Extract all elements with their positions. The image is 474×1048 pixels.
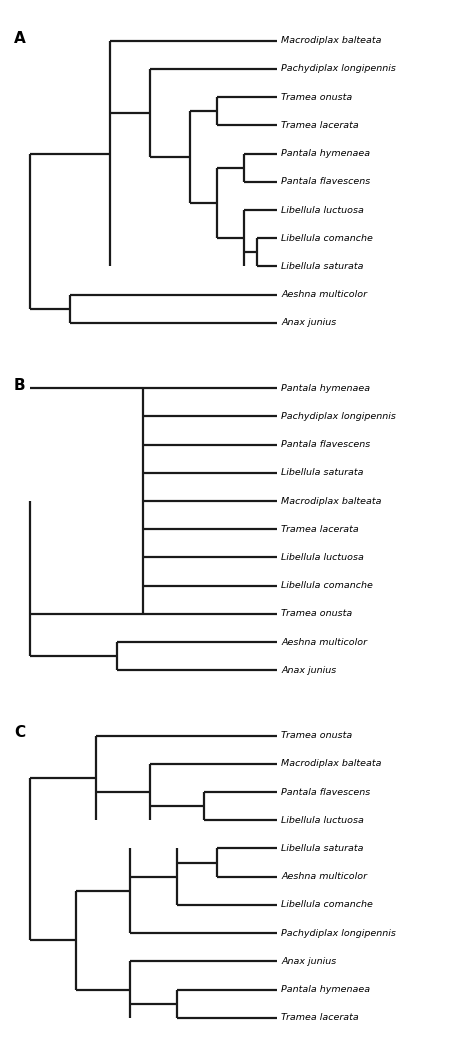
Text: Pantala hymenaea: Pantala hymenaea [281, 985, 370, 995]
Text: Libellula comanche: Libellula comanche [281, 234, 373, 243]
Text: Tramea onusta: Tramea onusta [281, 732, 352, 740]
Text: Pantala flavescens: Pantala flavescens [281, 440, 370, 450]
Text: Libellula saturata: Libellula saturata [281, 262, 364, 271]
Text: Libellula comanche: Libellula comanche [281, 900, 373, 910]
Text: Libellula saturata: Libellula saturata [281, 844, 364, 853]
Text: Tramea lacerata: Tramea lacerata [281, 121, 359, 130]
Text: Pantala hymenaea: Pantala hymenaea [281, 384, 370, 393]
Text: Libellula luctuosa: Libellula luctuosa [281, 205, 364, 215]
Text: Libellula comanche: Libellula comanche [281, 582, 373, 590]
Text: Anax junius: Anax junius [281, 957, 337, 966]
Text: Anax junius: Anax junius [281, 319, 337, 327]
Text: Pantala flavescens: Pantala flavescens [281, 787, 370, 796]
Text: Tramea lacerata: Tramea lacerata [281, 525, 359, 533]
Text: Pantala flavescens: Pantala flavescens [281, 177, 370, 187]
Text: Macrodiplax balteata: Macrodiplax balteata [281, 497, 382, 505]
Text: Libellula luctuosa: Libellula luctuosa [281, 815, 364, 825]
Text: Aeshna multicolor: Aeshna multicolor [281, 637, 367, 647]
Text: Tramea onusta: Tramea onusta [281, 609, 352, 618]
Text: C: C [14, 725, 25, 741]
Text: Tramea lacerata: Tramea lacerata [281, 1013, 359, 1022]
Text: Tramea onusta: Tramea onusta [281, 92, 352, 102]
Text: Pachydiplax longipennis: Pachydiplax longipennis [281, 412, 396, 421]
Text: Macrodiplax balteata: Macrodiplax balteata [281, 760, 382, 768]
Text: A: A [14, 30, 26, 46]
Text: Macrodiplax balteata: Macrodiplax balteata [281, 37, 382, 45]
Text: Libellula luctuosa: Libellula luctuosa [281, 553, 364, 562]
Text: Pachydiplax longipennis: Pachydiplax longipennis [281, 929, 396, 938]
Text: B: B [14, 378, 26, 393]
Text: Anax junius: Anax junius [281, 665, 337, 675]
Text: Pachydiplax longipennis: Pachydiplax longipennis [281, 64, 396, 73]
Text: Libellula saturata: Libellula saturata [281, 468, 364, 477]
Text: Pantala hymenaea: Pantala hymenaea [281, 149, 370, 158]
Text: Aeshna multicolor: Aeshna multicolor [281, 872, 367, 881]
Text: Aeshna multicolor: Aeshna multicolor [281, 290, 367, 299]
